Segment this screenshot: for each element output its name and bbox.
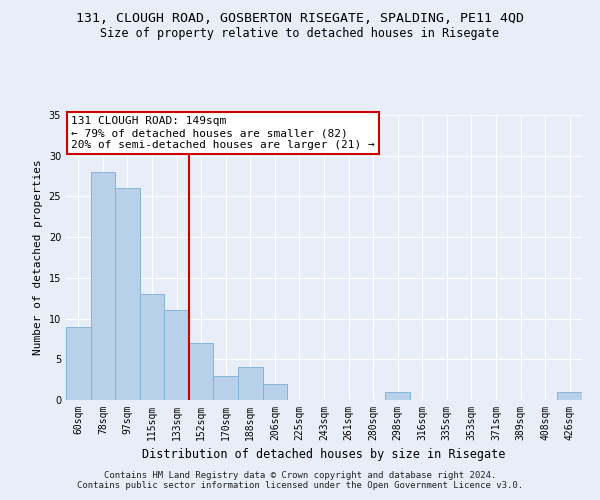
- Bar: [115, 188, 140, 400]
- Text: Size of property relative to detached houses in Risegate: Size of property relative to detached ho…: [101, 28, 499, 40]
- Bar: [214, 376, 238, 400]
- Y-axis label: Number of detached properties: Number of detached properties: [33, 160, 43, 356]
- Bar: [140, 294, 164, 400]
- Text: 131, CLOUGH ROAD, GOSBERTON RISEGATE, SPALDING, PE11 4QD: 131, CLOUGH ROAD, GOSBERTON RISEGATE, SP…: [76, 12, 524, 26]
- Text: Contains HM Land Registry data © Crown copyright and database right 2024.
Contai: Contains HM Land Registry data © Crown c…: [77, 470, 523, 490]
- Bar: [385, 392, 410, 400]
- Bar: [189, 343, 214, 400]
- Bar: [91, 172, 115, 400]
- Bar: [66, 326, 91, 400]
- Bar: [557, 392, 582, 400]
- Text: 131 CLOUGH ROAD: 149sqm
← 79% of detached houses are smaller (82)
20% of semi-de: 131 CLOUGH ROAD: 149sqm ← 79% of detache…: [71, 116, 375, 150]
- Bar: [164, 310, 189, 400]
- X-axis label: Distribution of detached houses by size in Risegate: Distribution of detached houses by size …: [142, 448, 506, 462]
- Bar: [238, 368, 263, 400]
- Bar: [263, 384, 287, 400]
